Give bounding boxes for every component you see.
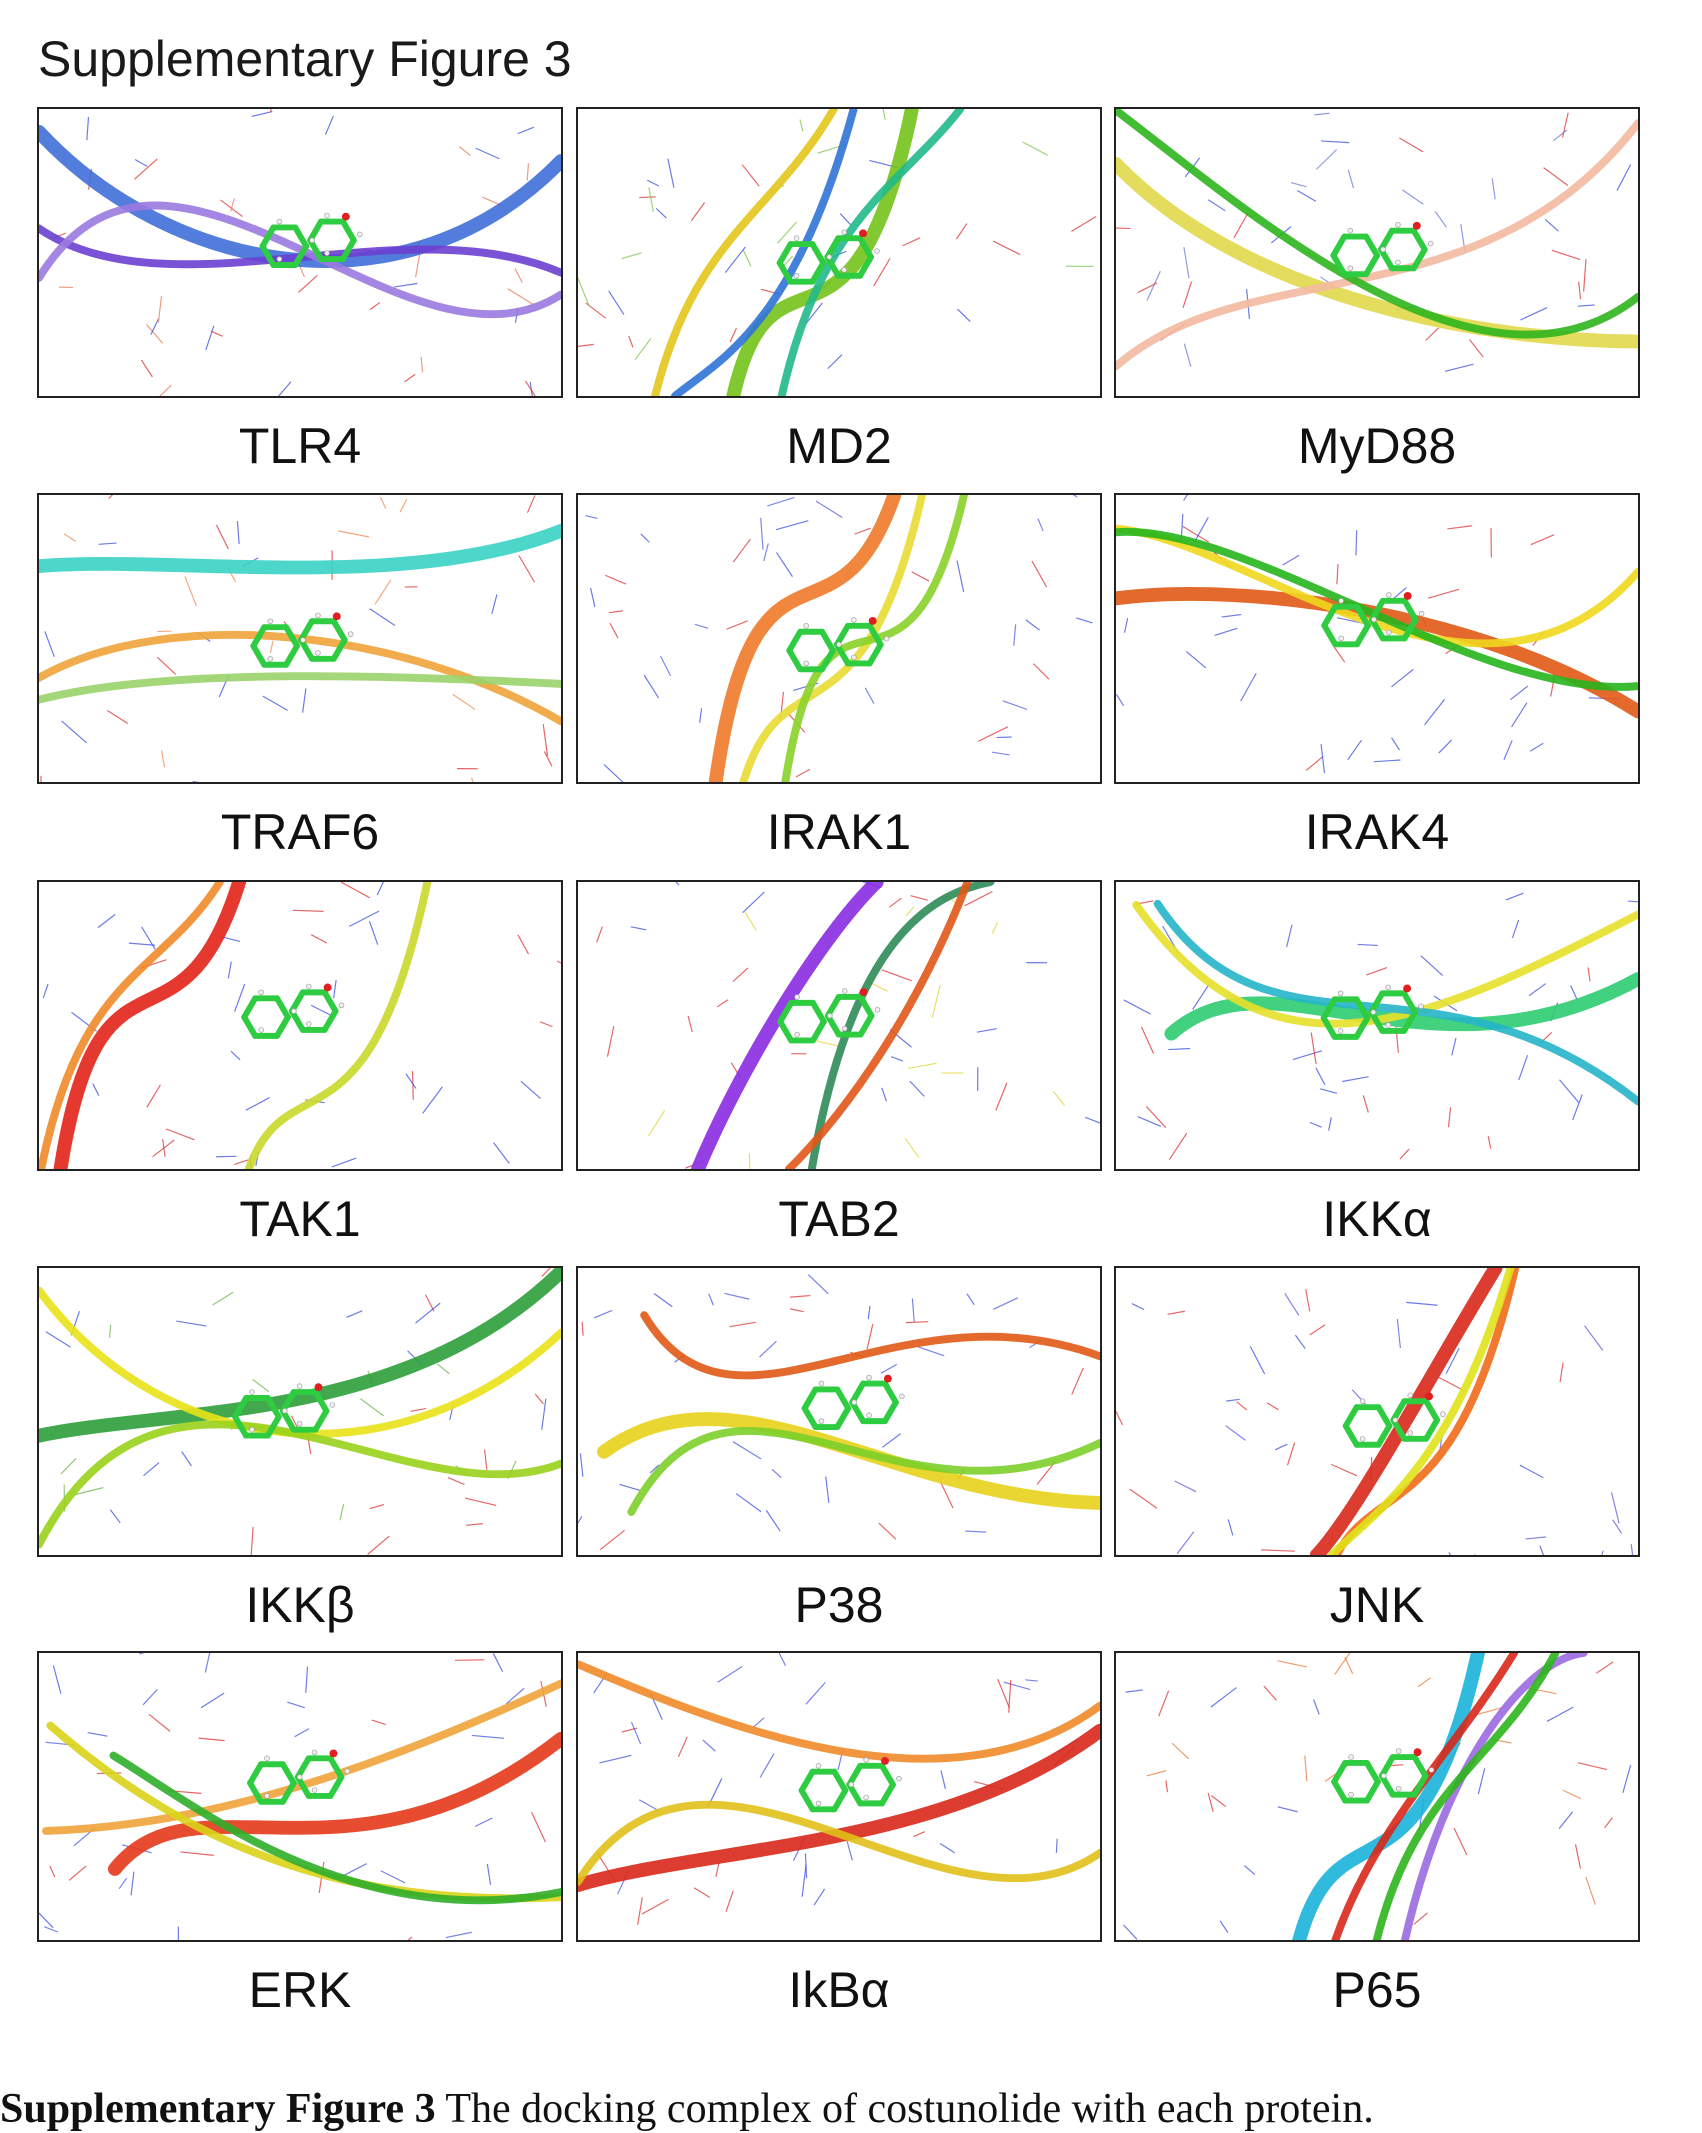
docking-image (39, 1268, 561, 1555)
panel-label: TAB2 (576, 1190, 1102, 1248)
docking-image (39, 109, 561, 396)
docking-panel-3 (37, 493, 563, 784)
docking-image (578, 882, 1100, 1169)
docking-panel-11 (1114, 1266, 1640, 1557)
docking-panel-14 (1114, 1651, 1640, 1942)
docking-panel-8 (1114, 880, 1640, 1171)
docking-panel-13 (576, 1651, 1102, 1942)
docking-image (578, 495, 1100, 782)
panel-label: P65 (1114, 1961, 1640, 2019)
docking-image (39, 495, 561, 782)
docking-panel-4 (576, 493, 1102, 784)
docking-image (1116, 1268, 1638, 1555)
docking-panel-10 (576, 1266, 1102, 1557)
panel-label: ERK (37, 1961, 563, 2019)
docking-panel-12 (37, 1651, 563, 1942)
docking-image (1116, 1653, 1638, 1940)
docking-image (578, 1268, 1100, 1555)
panel-label: MD2 (576, 417, 1102, 475)
figure-caption: Supplementary Figure 3 The docking compl… (0, 2085, 1702, 2133)
docking-panel-1 (576, 107, 1102, 398)
docking-image (39, 1653, 561, 1940)
panel-label: IKKβ (37, 1576, 563, 1634)
docking-image (578, 109, 1100, 396)
docking-panel-2 (1114, 107, 1640, 398)
panel-label: TRAF6 (37, 803, 563, 861)
docking-panel-0 (37, 107, 563, 398)
panel-label: IKKα (1114, 1190, 1640, 1248)
figure-title: Supplementary Figure 3 (38, 30, 572, 88)
docking-panel-7 (576, 880, 1102, 1171)
panel-label: IRAK4 (1114, 803, 1640, 861)
docking-panel-5 (1114, 493, 1640, 784)
panel-label: IkBα (576, 1961, 1102, 2019)
ligand-model (1334, 1748, 1434, 1800)
panel-label: TLR4 (37, 417, 563, 475)
caption-label: Supplementary Figure 3 (0, 2086, 436, 2132)
docking-panel-9 (37, 1266, 563, 1557)
panel-label: JNK (1114, 1576, 1640, 1634)
docking-image (1116, 109, 1638, 396)
docking-panel-6 (37, 880, 563, 1171)
docking-image (1116, 495, 1638, 782)
caption-text: The docking complex of costunolide with … (436, 2086, 1374, 2132)
panel-label: P38 (576, 1576, 1102, 1634)
ligand-model (1333, 222, 1433, 274)
docking-image (39, 882, 561, 1169)
docking-image (1116, 882, 1638, 1169)
ligand-model (805, 1375, 905, 1427)
panel-label: IRAK1 (576, 803, 1102, 861)
ligand-model (244, 984, 344, 1036)
panel-label: MyD88 (1114, 417, 1640, 475)
panel-label: TAK1 (37, 1190, 563, 1248)
docking-image (578, 1653, 1100, 1940)
ligand-model (802, 1757, 902, 1809)
